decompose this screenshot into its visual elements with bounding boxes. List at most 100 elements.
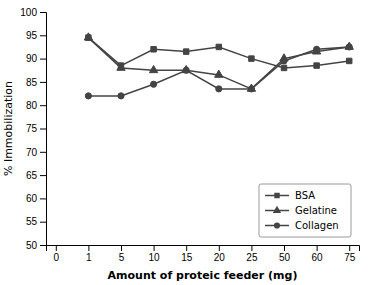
y-tick-mark xyxy=(40,59,46,60)
x-tick-mark xyxy=(219,245,220,251)
y-tick-mark xyxy=(40,152,46,153)
legend-label: Collagen xyxy=(295,220,339,231)
point xyxy=(314,46,320,52)
x-tick-mark xyxy=(349,245,350,251)
x-tick-label: 15 xyxy=(181,252,193,263)
x-tick: 1 xyxy=(86,245,92,263)
point xyxy=(281,65,286,70)
point xyxy=(151,47,156,52)
y-tick-mark xyxy=(40,175,46,176)
x-tick: 0 xyxy=(54,245,60,263)
x-tick: 60 xyxy=(312,245,324,263)
y-tick: 80 xyxy=(26,100,46,111)
x-tick: 25 xyxy=(246,245,258,263)
x-tick-label: 25 xyxy=(246,252,258,263)
x-tick: 20 xyxy=(214,245,226,263)
point xyxy=(183,49,188,54)
y-axis-title: % Immobilization xyxy=(2,81,15,176)
point xyxy=(248,86,254,92)
point xyxy=(118,93,124,99)
y-tick-label: 95 xyxy=(26,30,38,41)
series-line xyxy=(88,47,349,96)
series-line xyxy=(88,38,349,89)
point xyxy=(183,67,189,73)
x-axis-title: Amount of proteic feeder (mg) xyxy=(108,269,298,282)
legend-marker xyxy=(274,193,279,198)
x-tick-mark xyxy=(284,245,285,251)
y-tick-mark xyxy=(40,198,46,199)
y-tick-mark xyxy=(40,35,46,36)
point xyxy=(346,44,352,50)
x-tick-label: 0 xyxy=(54,252,60,263)
x-tick-label: 5 xyxy=(119,252,125,263)
legend-item: Collagen xyxy=(265,220,339,231)
x-tick-label: 10 xyxy=(149,252,161,263)
y-tick-label: 60 xyxy=(26,193,38,204)
y-tick-mark xyxy=(40,82,46,83)
point xyxy=(345,42,353,49)
x-tick-label: 60 xyxy=(312,252,324,263)
point xyxy=(314,63,319,68)
x-tick: 50 xyxy=(279,245,291,263)
legend-item: BSA xyxy=(265,190,315,201)
y-tick-label: 100 xyxy=(20,7,37,18)
point xyxy=(247,84,255,91)
legend-item: Gelatine xyxy=(265,205,337,216)
x-axis: 01510152025506075 xyxy=(47,245,360,263)
legend-marker xyxy=(274,222,280,228)
y-tick: 55 xyxy=(26,216,46,227)
y-tick: 65 xyxy=(26,170,46,181)
y-axis: 50 55 60 65 70 75 80 85 90 95 100 xyxy=(20,7,46,251)
y-tick-mark xyxy=(40,129,46,130)
point xyxy=(215,70,223,77)
x-tick: 10 xyxy=(149,245,161,263)
x-tick: 5 xyxy=(119,245,125,263)
x-tick-label: 50 xyxy=(279,252,291,263)
y-tick: 85 xyxy=(26,77,46,88)
point xyxy=(216,86,222,92)
point xyxy=(249,56,254,61)
legend-marker xyxy=(273,206,281,213)
point xyxy=(281,58,287,64)
legend-label: Gelatine xyxy=(295,205,337,216)
y-tick: 100 xyxy=(20,7,46,18)
y-tick-label: 85 xyxy=(26,77,38,88)
x-tick-mark xyxy=(186,245,187,251)
x-tick-mark xyxy=(251,245,252,251)
x-tick-label: 75 xyxy=(344,252,356,263)
marks xyxy=(84,33,353,99)
y-tick-label: 90 xyxy=(26,53,38,64)
y-tick: 75 xyxy=(26,123,46,134)
x-tick-mark xyxy=(88,245,89,251)
x-tick-mark xyxy=(121,245,122,251)
x-tick-mark xyxy=(317,245,318,251)
point xyxy=(346,58,351,63)
y-tick-mark xyxy=(40,245,46,246)
y-tick: 95 xyxy=(26,30,46,41)
y-tick-mark xyxy=(40,105,46,106)
y-axis-line xyxy=(40,13,47,246)
point xyxy=(151,81,157,87)
point xyxy=(85,93,91,99)
plot: 0151015202550607550556065707580859095100… xyxy=(20,7,359,263)
legend-box xyxy=(259,184,351,237)
y-tick: 50 xyxy=(26,240,46,251)
x-axis-line xyxy=(47,246,360,252)
x-tick: 15 xyxy=(181,245,193,263)
y-tick-label: 55 xyxy=(26,216,38,227)
y-tick-mark xyxy=(40,222,46,223)
chart: 0151015202550607550556065707580859095100… xyxy=(0,0,371,285)
point xyxy=(312,47,320,54)
x-tick-label: 20 xyxy=(214,252,226,263)
y-tick-mark xyxy=(40,12,46,13)
y-tick: 60 xyxy=(26,193,46,204)
legend-label: BSA xyxy=(295,190,315,201)
y-tick: 70 xyxy=(26,147,46,158)
y-tick: 90 xyxy=(26,53,46,64)
y-tick-label: 50 xyxy=(26,240,38,251)
point xyxy=(117,63,125,70)
point xyxy=(182,65,190,72)
x-tick: 75 xyxy=(344,245,356,263)
x-tick-mark xyxy=(56,245,57,251)
y-tick-label: 70 xyxy=(26,147,38,158)
